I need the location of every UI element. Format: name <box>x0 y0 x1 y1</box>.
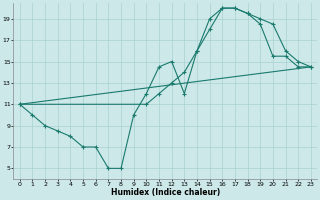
X-axis label: Humidex (Indice chaleur): Humidex (Indice chaleur) <box>111 188 220 197</box>
